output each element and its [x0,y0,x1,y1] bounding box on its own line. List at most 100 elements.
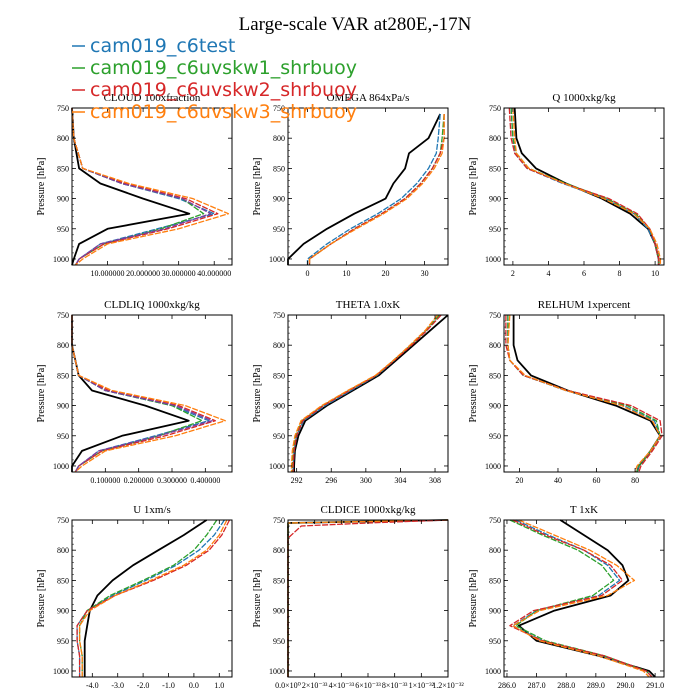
plot-frame [503,107,665,266]
y-tick-label: 1000 [53,667,69,676]
y-tick-label: 750 [273,104,285,113]
y-tick-label: 900 [57,607,69,616]
y-tick-label: 800 [489,546,501,555]
y-tick-label: 800 [273,341,285,350]
x-tick-label: 30 [421,269,429,278]
y-tick-label: 1000 [485,255,501,264]
series-line-1 [83,519,208,677]
x-tick-label: 308 [429,476,441,485]
y-tick-label: 950 [489,432,501,441]
series-line-1 [287,113,442,265]
y-tick-label: 950 [273,225,285,234]
x-tick-label: 40.000000 [197,269,231,278]
series-line-4 [308,114,445,265]
series-line-1 [71,107,191,266]
series-line-4 [76,519,231,677]
y-tick-label: 850 [489,576,501,585]
y-tick-label: 900 [489,402,501,411]
series-line-2 [287,519,449,677]
y-tick-label: 850 [489,371,501,380]
y-axis-label: Pressure [hPa] [468,157,479,215]
plot-frame [71,107,233,266]
plot-frame [287,314,449,473]
panel-title: CLOUD 100xfraction [104,92,201,104]
series-line-1 [287,519,449,677]
plot-frame [71,314,233,473]
series-line-3 [287,519,449,677]
series-line-6 [71,107,230,266]
x-tick-label: 8 [618,269,622,278]
x-tick-label: 0.0 [189,681,199,690]
figure-title: Large-scale VAR at280E,-17N [239,14,472,35]
y-axis-label: Pressure [hPa] [252,569,263,627]
y-tick-label: 950 [489,637,501,646]
series-line-3 [507,315,661,473]
panel-8: 750 800 850 900 950 1000 0.0×10⁰ 2×10⁻³³ 4×10⁻³³… [252,504,464,690]
series-line-4 [71,107,219,266]
y-tick-label: 750 [273,516,285,525]
x-tick-label: 300 [360,476,372,485]
y-tick-label: 800 [489,134,501,143]
series-line-5 [71,315,213,473]
legend: cam019_c6testcam019_c6uvskw1_shrbuoycam0… [72,35,357,123]
legend-entry: cam019_c6uvskw3_shrbuoy [90,101,357,123]
y-tick-label: 900 [273,195,285,204]
y-tick-label: 900 [57,195,69,204]
y-tick-label: 850 [57,164,69,173]
y-tick-label: 850 [273,371,285,380]
x-tick-label: 6×10⁻³³ [355,681,381,690]
series-line-3 [78,519,218,677]
y-tick-label: 800 [57,546,69,555]
x-tick-label: 1×10⁻³² [409,681,435,690]
x-tick-label: 10 [651,269,659,278]
series-line-4 [287,519,449,677]
x-tick-label: 40 [554,476,562,485]
y-tick-label: 900 [273,607,285,616]
y-axis-label: Pressure [hPa] [468,364,479,422]
x-tick-label: 287.0 [528,681,546,690]
series-line-5 [512,107,662,265]
x-tick-label: 4×10⁻³³ [329,681,355,690]
series-line-5 [287,519,449,677]
x-tick-label: 80 [631,476,639,485]
x-tick-label: -1.0 [162,681,175,690]
y-tick-label: 1000 [485,462,501,471]
series-lines [76,519,231,677]
panel-5: 750 800 850 900 950 1000 292 296 300 304 308 THETA … [252,299,449,485]
y-tick-label: 800 [57,341,69,350]
y-tick-label: 850 [273,164,285,173]
y-tick-label: 950 [57,637,69,646]
y-tick-label: 950 [57,432,69,441]
y-tick-label: 850 [57,371,69,380]
series-line-6 [71,315,226,473]
plot-frame [287,519,449,678]
panel-3: 750 800 850 900 950 1000 2 4 6 8 10 Q 1000xkg/kg Pre… [468,92,665,278]
y-tick-label: 800 [273,546,285,555]
x-tick-label: 10.000000 [91,269,125,278]
panel-title: RELHUM 1xpercent [538,299,631,311]
x-tick-label: 6 [582,269,586,278]
panel-6: 750 800 850 900 950 1000 20 40 60 80 RELHUM 1xperc… [468,299,665,485]
y-tick-label: 900 [489,607,501,616]
y-tick-label: 750 [57,516,69,525]
y-tick-label: 750 [489,104,501,113]
panel-title: CLDICE 1000xkg/kg [320,504,416,516]
x-tick-label: 296 [325,476,337,485]
x-tick-label: 20.000000 [126,269,160,278]
x-tick-label: 20 [515,476,523,485]
y-axis-label: Pressure [hPa] [252,364,263,422]
series-lines [71,107,230,266]
series-line-3 [71,315,203,473]
panel-1: 750 800 850 900 950 1000 10.000000 20.000000 30.… [36,92,233,278]
legend-entry: cam019_c6uvskw2_shrbuoy [90,79,357,101]
x-tick-label: -4.0 [86,681,99,690]
series-lines [71,315,226,473]
series-line-1 [293,314,449,472]
y-tick-label: 950 [57,225,69,234]
series-lines [508,107,662,265]
x-tick-label: 1.2×10⁻³² [432,681,464,690]
series-line-1 [71,315,190,472]
y-tick-label: 1000 [53,462,69,471]
y-tick-label: 1000 [269,667,285,676]
y-axis-label: Pressure [hPa] [36,364,47,422]
